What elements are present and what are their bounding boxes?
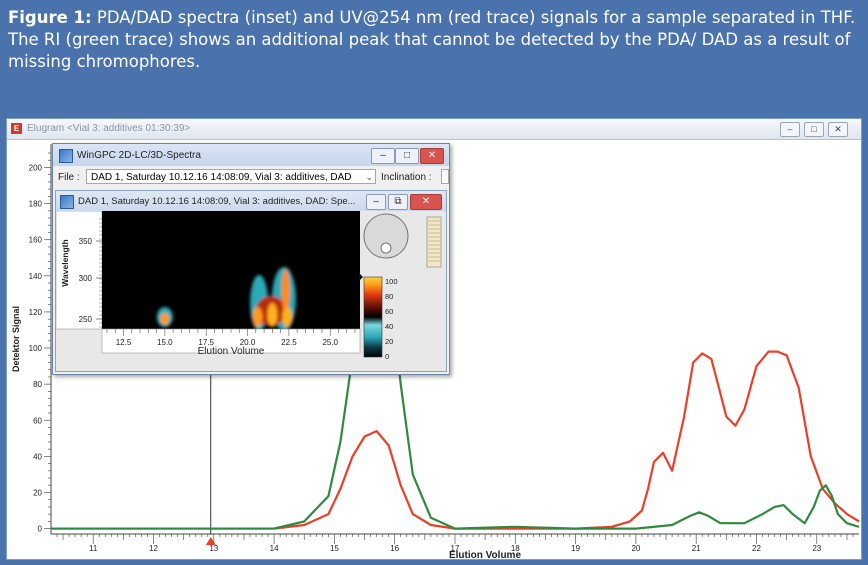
y-tick-label: 60 <box>33 416 42 425</box>
x-axis-label: Elution Volume <box>449 550 521 559</box>
ri-trace <box>51 229 860 530</box>
file-toolbar: File : DAD 1, Saturday 10.12.16 14:08:09… <box>53 166 449 188</box>
wingpc-icon <box>59 149 73 163</box>
heatmap-blobs <box>156 267 296 331</box>
heatmap-x-tick-label: 12.5 <box>116 338 132 347</box>
inclination-input[interactable] <box>441 169 449 184</box>
y-tick-label: 120 <box>29 308 43 317</box>
heatmap-x-tick-label: 22.5 <box>281 338 297 347</box>
colorbar-pointer-icon <box>359 273 363 281</box>
inclination-slider-icon <box>426 216 442 268</box>
close-button[interactable]: ✕ <box>828 122 848 137</box>
figure-caption: Figure 1: PDA/DAD spectra (inset) and UV… <box>8 7 858 73</box>
x-tick-label: 14 <box>270 544 279 553</box>
x-tick-label: 12 <box>149 544 158 553</box>
x-tick-label: 19 <box>571 544 580 553</box>
y-tick-label: 100 <box>29 344 43 353</box>
spectra-titlebar[interactable]: WinGPC 2D-LC/3D-Spectra – □ ✕ <box>53 144 449 166</box>
heatmap-x-tick-label: 20.0 <box>240 338 256 347</box>
y-tick-label: 160 <box>29 236 43 245</box>
app-icon: E <box>11 123 22 134</box>
x-tick-label: 22 <box>752 544 761 553</box>
dad-icon <box>60 195 74 209</box>
rotation-dial-knob <box>380 242 392 254</box>
caption-text: PDA/DAD spectra (inset) and UV@254 nm (r… <box>8 8 856 71</box>
x-tick-label: 23 <box>812 544 821 553</box>
spectra-close-button[interactable]: ✕ <box>420 148 444 164</box>
wavelength-tick-label: 350 <box>79 237 93 246</box>
heatmap-x-tick-label: 15.0 <box>157 338 173 347</box>
x-tick-label: 13 <box>209 544 218 553</box>
colorbar-tick-label: 100 <box>385 277 398 286</box>
wavelength-tick-label: 250 <box>79 315 93 324</box>
minimize-button[interactable]: – <box>780 122 800 137</box>
dad-subwindow-title: DAD 1, Saturday 10.12.16 14:08:09, Vial … <box>78 196 356 207</box>
file-label: File : <box>58 172 80 183</box>
x-tick-label: 15 <box>330 544 339 553</box>
y-tick-label: 140 <box>29 272 43 281</box>
figure-label: Figure 1: <box>8 8 92 27</box>
x-tick-label: 17 <box>451 544 460 553</box>
uv-254-trace <box>51 350 860 530</box>
colorbar-tick-label: 20 <box>385 337 393 346</box>
chevron-down-icon: ⌄ <box>365 172 373 182</box>
x-tick-label: 18 <box>511 544 520 553</box>
blob-22-core <box>281 269 290 313</box>
elugram-titlebar[interactable]: E Elugram <Vial 3: additives 01:30:39> –… <box>7 119 861 140</box>
x-tick-label: 16 <box>390 544 399 553</box>
x-tick-label: 21 <box>692 544 701 553</box>
elugram-title: Elugram <Vial 3: additives 01:30:39> <box>27 123 191 134</box>
file-select[interactable]: DAD 1, Saturday 10.12.16 14:08:09, Vial … <box>86 169 376 184</box>
colorbar-tick-label: 80 <box>385 292 393 301</box>
dad-heatmap-panel[interactable]: Wavelength 350 300 250 12.5 15.0 17.5 20.0 22.5 2… <box>56 211 446 371</box>
colorbar-tick-label: 0 <box>385 352 389 361</box>
maximize-button[interactable]: □ <box>804 122 824 137</box>
blob-20-core <box>252 307 263 327</box>
y-axis-label: Detektor Signal <box>11 306 21 372</box>
heatmap-x-axis-label: Elution Volume <box>198 346 265 357</box>
spectra-window[interactable]: WinGPC 2D-LC/3D-Spectra – □ ✕ File : DAD… <box>52 143 450 375</box>
cursor-marker-icon <box>205 537 216 545</box>
heatmap-x-tick-label: 25.0 <box>322 338 338 347</box>
spectra-minimize-button[interactable]: – <box>371 148 395 164</box>
blob-22-base <box>282 307 293 327</box>
wavelength-tick-label: 300 <box>79 274 93 283</box>
y-tick-label: 80 <box>33 380 42 389</box>
y-tick-label: 180 <box>29 200 43 209</box>
file-select-value: DAD 1, Saturday 10.12.16 14:08:09, Vial … <box>91 172 352 183</box>
y-tick-label: 0 <box>38 525 43 534</box>
x-tick-label: 20 <box>631 544 640 553</box>
y-tick-label: 200 <box>29 163 43 172</box>
dad-restore-button[interactable]: ⧉ <box>388 194 408 210</box>
heatmap-x-tick-label: 17.5 <box>198 338 214 347</box>
spectra-title: WinGPC 2D-LC/3D-Spectra <box>77 150 201 161</box>
blob-15-core <box>160 313 170 325</box>
colorbar-tick-label: 40 <box>385 322 393 331</box>
inclination-label: Inclination : <box>381 172 432 183</box>
dad-subwindow-titlebar[interactable]: DAD 1, Saturday 10.12.16 14:08:09, Vial … <box>56 191 446 211</box>
colorbar-tick-label: 60 <box>385 307 393 316</box>
spectra-maximize-button[interactable]: □ <box>395 148 419 164</box>
dad-close-button[interactable]: ✕ <box>410 194 442 210</box>
y-tick-label: 40 <box>33 452 42 461</box>
blob-21-core <box>267 303 278 327</box>
heatmap-field <box>102 211 360 329</box>
dad-subwindow[interactable]: DAD 1, Saturday 10.12.16 14:08:09, Vial … <box>55 190 447 372</box>
rotation-dial-icon <box>363 213 409 259</box>
dad-minimize-button[interactable]: – <box>366 194 386 210</box>
wavelength-axis-panel <box>56 211 103 330</box>
y-tick-label: 20 <box>33 488 42 497</box>
colorbar <box>363 276 383 358</box>
wavelength-axis-label: Wavelength <box>60 239 70 286</box>
x-tick-label: 11 <box>89 544 98 553</box>
